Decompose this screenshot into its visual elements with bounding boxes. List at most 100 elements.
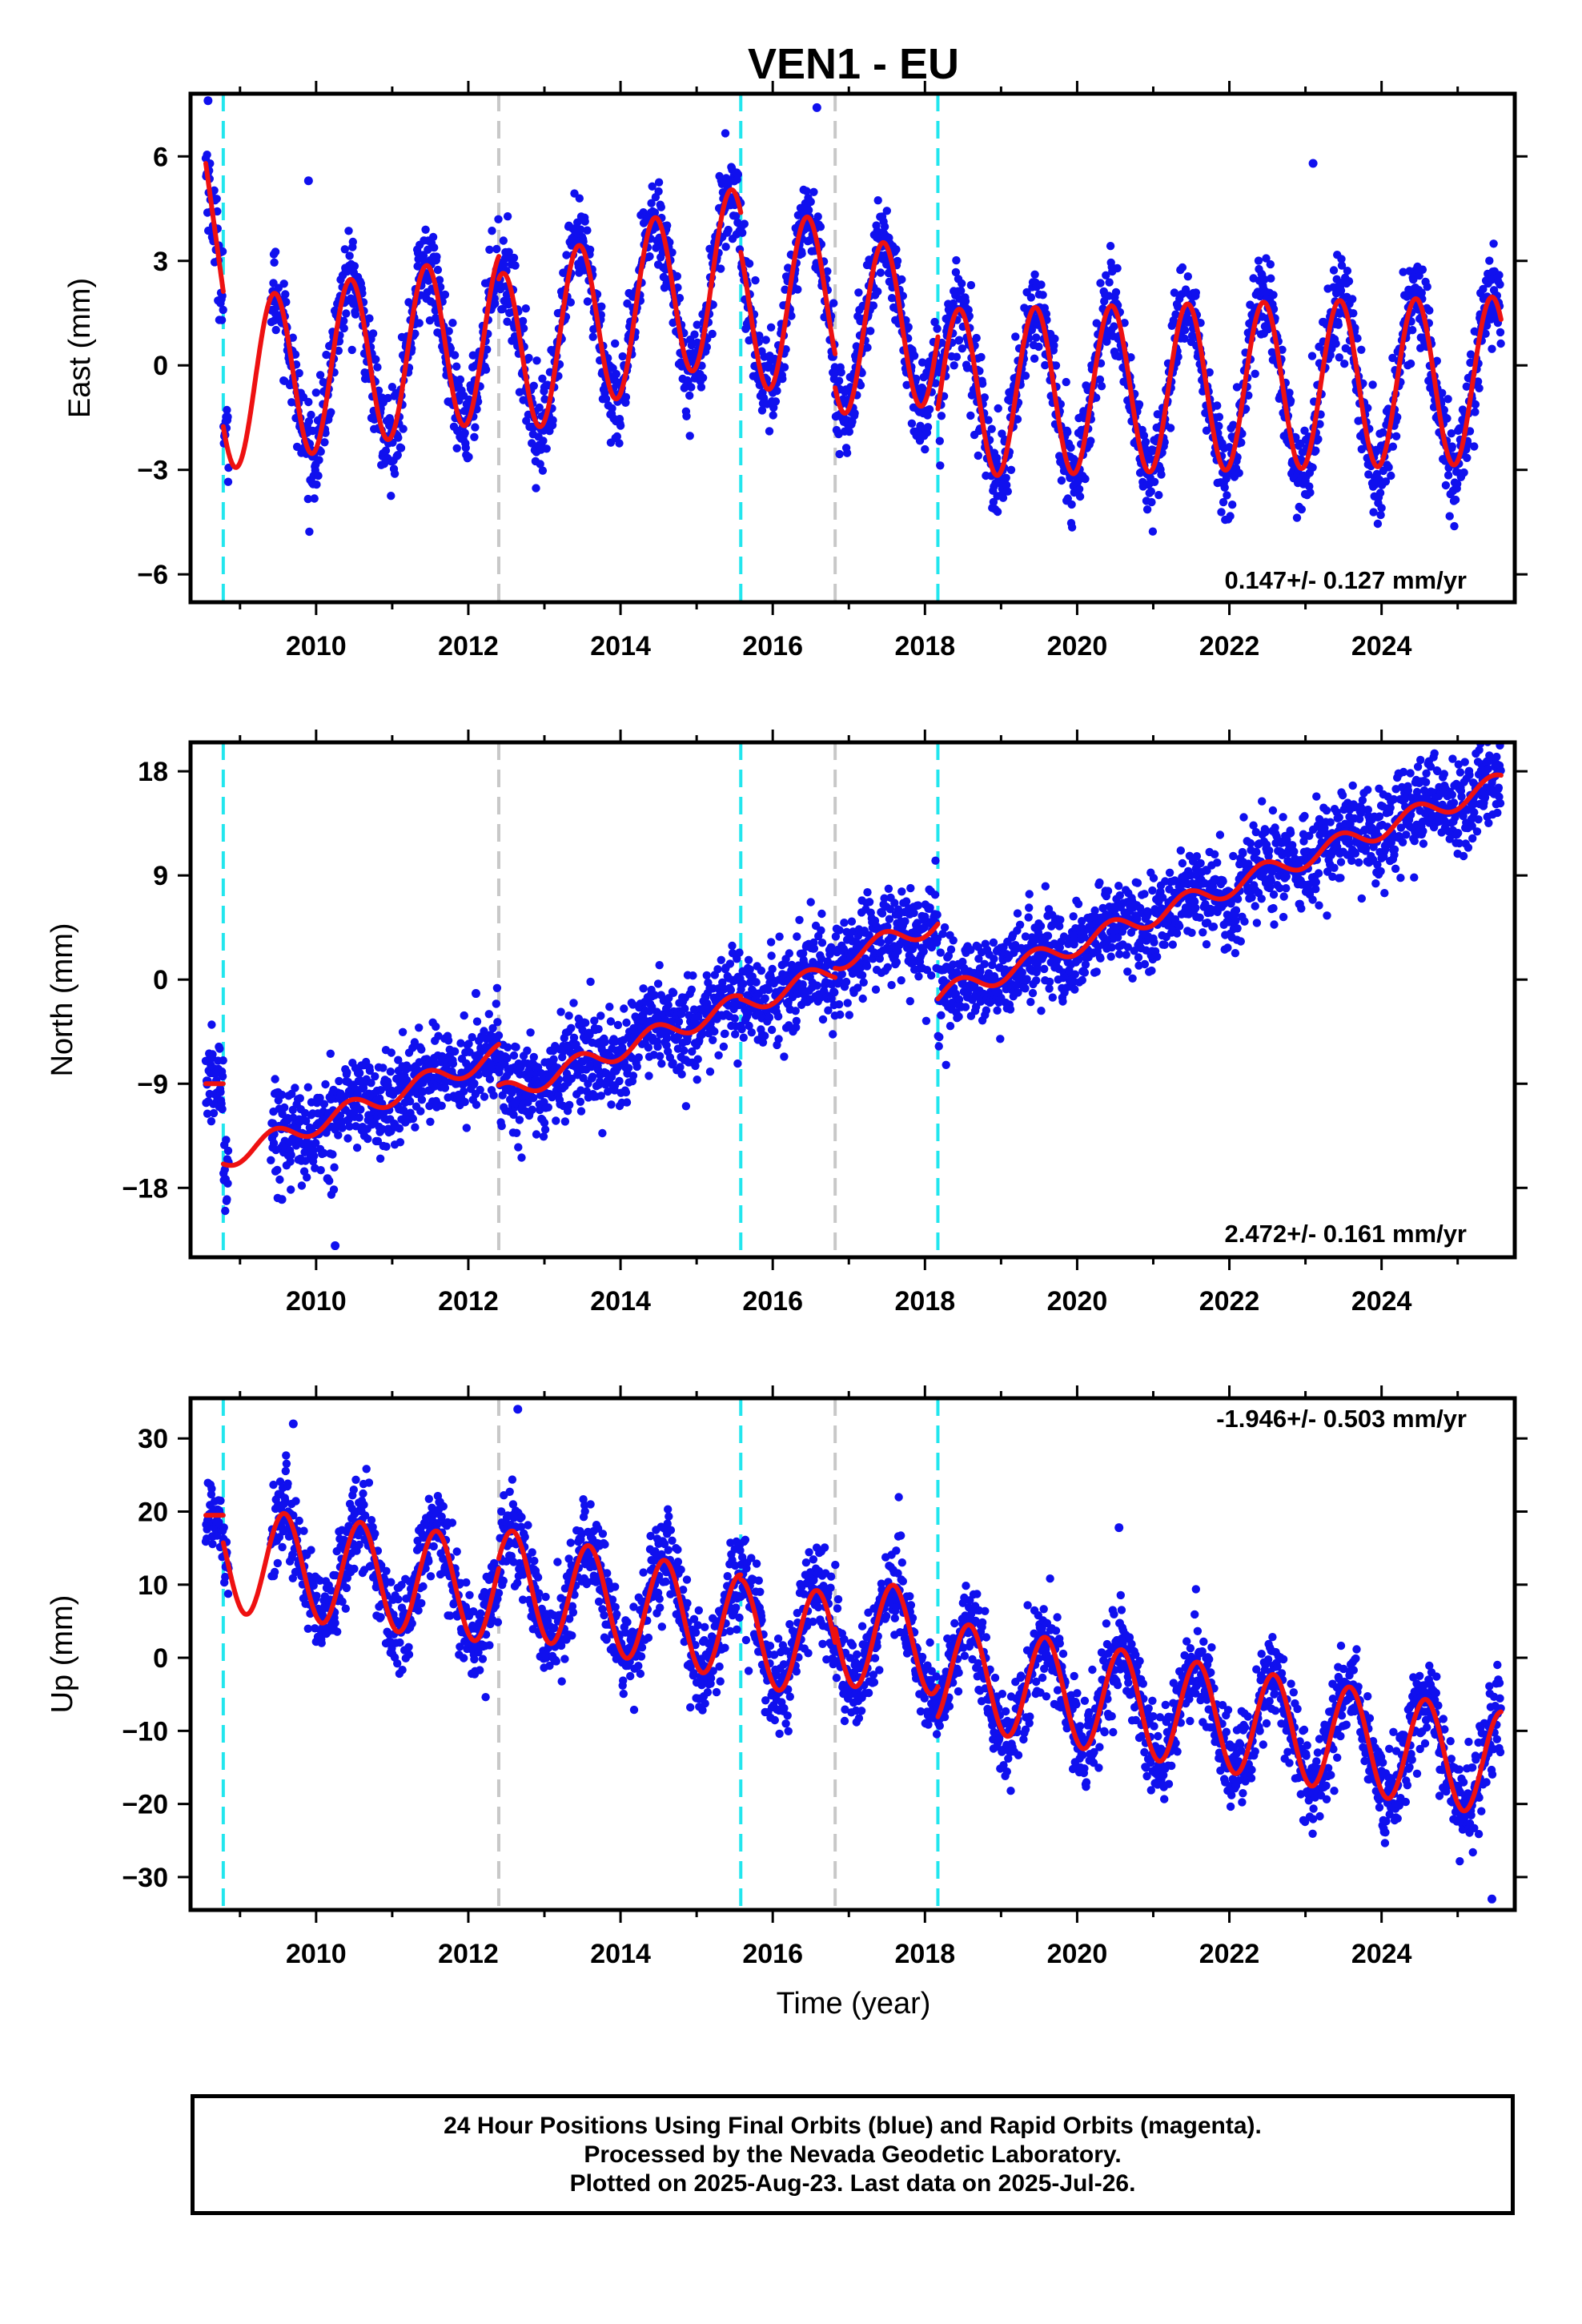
- data-point: [876, 268, 885, 277]
- data-point: [492, 999, 500, 1008]
- data-points: [201, 96, 1505, 537]
- data-point: [873, 287, 882, 296]
- data-point: [1030, 270, 1039, 279]
- data-point: [654, 178, 664, 187]
- data-point: [291, 1084, 299, 1092]
- data-point: [639, 984, 648, 993]
- data-point: [883, 963, 893, 972]
- data-point: [450, 351, 460, 360]
- data-point: [655, 961, 664, 970]
- data-point: [307, 410, 315, 420]
- data-point: [538, 466, 548, 475]
- data-point: [934, 1042, 943, 1051]
- data-point: [862, 962, 872, 971]
- x-tick-label: 2014: [590, 631, 651, 661]
- data-point: [717, 264, 725, 273]
- data-point: [628, 1072, 638, 1080]
- data-point: [914, 972, 923, 981]
- data-point: [676, 1063, 685, 1072]
- data-point: [946, 1022, 955, 1031]
- data-point: [733, 1059, 742, 1068]
- data-point: [933, 324, 942, 333]
- data-point: [444, 1036, 453, 1045]
- data-point: [1154, 491, 1163, 500]
- data-point: [203, 151, 211, 159]
- data-point: [1226, 512, 1235, 521]
- data-point: [1425, 306, 1434, 315]
- data-point: [645, 252, 654, 261]
- data-point: [892, 245, 901, 254]
- data-point: [787, 312, 796, 320]
- data-point: [817, 926, 825, 935]
- data-point: [528, 439, 536, 448]
- data-point: [512, 1128, 521, 1138]
- data-point: [1026, 998, 1035, 1007]
- data-point: [744, 955, 753, 965]
- data-point: [569, 999, 578, 1007]
- data-point: [421, 225, 430, 234]
- data-point: [835, 449, 844, 459]
- data-point: [1013, 415, 1022, 424]
- data-point: [583, 226, 592, 235]
- data-point: [310, 1152, 319, 1160]
- data-point: [1011, 332, 1020, 341]
- data-point: [1025, 903, 1034, 912]
- data-point: [565, 1100, 574, 1110]
- data-point: [340, 245, 349, 254]
- data-point: [1095, 375, 1105, 384]
- data-point: [1213, 401, 1222, 410]
- data-point: [287, 1151, 295, 1160]
- data-point: [935, 436, 945, 445]
- data-point: [728, 941, 737, 951]
- velocity-annotation: 0.147+/- 0.127 mm/yr: [1225, 566, 1467, 594]
- data-point: [548, 416, 557, 424]
- data-point: [731, 1030, 740, 1039]
- data-point: [460, 1011, 468, 1020]
- data-point: [544, 1103, 552, 1112]
- data-point: [613, 1020, 623, 1030]
- data-point: [689, 971, 697, 980]
- data-point: [1471, 400, 1480, 409]
- data-point: [989, 497, 998, 507]
- data-point: [656, 203, 665, 211]
- data-point: [654, 187, 663, 196]
- data-point: [1441, 480, 1451, 490]
- data-point: [980, 393, 990, 402]
- data-point: [884, 884, 893, 894]
- data-point: [813, 981, 821, 990]
- data-point: [1349, 309, 1358, 318]
- data-point: [338, 1124, 347, 1132]
- data-point: [468, 351, 477, 360]
- data-point: [909, 908, 918, 918]
- data-point: [976, 967, 985, 976]
- data-point: [355, 1113, 363, 1122]
- data-point: [673, 271, 681, 281]
- data-point: [1027, 325, 1037, 335]
- data-point: [1006, 465, 1016, 474]
- data-point: [566, 298, 575, 307]
- data-point: [491, 299, 500, 308]
- data-point: [348, 237, 357, 247]
- data-point: [933, 911, 942, 919]
- data-point: [1003, 487, 1013, 496]
- data-point: [804, 206, 813, 215]
- data-point: [417, 1096, 427, 1104]
- data-point: [564, 1011, 573, 1020]
- data-point: [978, 379, 987, 388]
- data-point: [601, 394, 611, 404]
- data-point: [835, 926, 844, 935]
- data-point: [315, 456, 323, 464]
- data-point: [966, 411, 975, 420]
- data-point: [515, 1116, 524, 1124]
- data-point: [958, 344, 967, 353]
- data-point: [588, 1072, 597, 1081]
- data-point: [460, 1097, 469, 1107]
- data-point: [1040, 964, 1049, 974]
- data-point: [993, 1006, 1002, 1015]
- data-point: [1041, 882, 1050, 891]
- data-point: [845, 427, 854, 436]
- x-tick-label: 2020: [1047, 631, 1108, 661]
- data-point: [371, 355, 380, 364]
- data-point: [1171, 310, 1180, 319]
- data-point: [653, 1042, 662, 1051]
